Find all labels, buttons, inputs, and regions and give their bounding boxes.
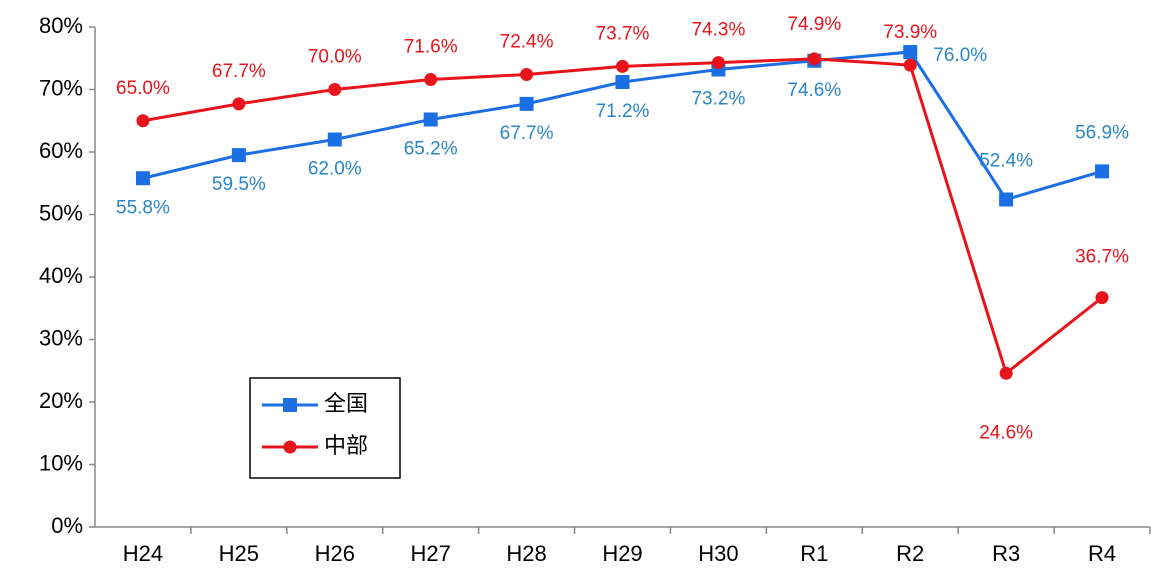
data-label: 71.2%	[596, 101, 650, 122]
x-tick-label: H25	[219, 541, 259, 566]
data-label: 65.2%	[404, 139, 458, 160]
y-tick-label: 50%	[39, 200, 83, 225]
y-tick-label: 60%	[39, 138, 83, 163]
marker	[807, 52, 821, 66]
marker	[1095, 291, 1109, 305]
marker	[135, 171, 150, 186]
data-label: 70.0%	[308, 47, 362, 68]
legend-marker	[283, 398, 297, 412]
data-label: 73.9%	[883, 22, 937, 43]
x-tick-label: H29	[602, 541, 642, 566]
marker	[328, 83, 342, 96]
x-tick-label: R2	[896, 541, 924, 566]
data-label: 52.4%	[979, 151, 1033, 172]
y-tick-label: 30%	[39, 325, 83, 350]
x-tick-label: H24	[123, 541, 163, 566]
marker	[520, 68, 534, 81]
data-label: 76.0%	[933, 45, 987, 66]
data-label: 71.6%	[404, 37, 458, 58]
marker	[616, 59, 629, 73]
marker	[231, 148, 246, 163]
x-tick-label: R1	[800, 541, 828, 566]
y-tick-label: 10%	[39, 450, 83, 475]
data-label: 67.7%	[500, 123, 554, 144]
y-tick-label: 20%	[39, 388, 83, 413]
x-tick-label: H27	[411, 541, 451, 566]
series-line	[142, 50, 1103, 202]
y-tick-label: 0%	[51, 513, 83, 538]
data-label: 74.3%	[691, 20, 745, 41]
marker	[903, 45, 918, 59]
x-tick-label: R4	[1088, 541, 1116, 566]
data-label: 67.7%	[212, 61, 266, 82]
y-tick-label: 40%	[39, 263, 83, 288]
marker	[232, 97, 246, 111]
x-tick-label: H30	[698, 541, 738, 566]
marker	[1095, 164, 1110, 179]
marker	[423, 112, 438, 127]
data-label: 72.4%	[500, 32, 554, 53]
data-label: 62.0%	[308, 159, 362, 180]
x-tick-label: R3	[992, 541, 1020, 566]
data-label: 74.6%	[787, 80, 841, 101]
marker	[711, 56, 725, 70]
data-label: 59.5%	[212, 174, 266, 195]
marker	[999, 192, 1014, 207]
marker	[424, 73, 438, 86]
y-tick-label: 70%	[39, 75, 83, 100]
data-label: 36.7%	[1075, 247, 1129, 268]
marker	[903, 58, 917, 72]
legend-box	[249, 377, 401, 479]
data-label: 56.9%	[1075, 122, 1129, 143]
marker	[615, 75, 630, 89]
x-tick-label: H28	[506, 541, 546, 566]
data-label: 65.0%	[116, 78, 170, 99]
legend-label: 中部	[324, 433, 368, 458]
data-label: 24.6%	[979, 422, 1033, 443]
data-label: 74.9%	[787, 14, 841, 35]
y-tick-label: 80%	[39, 13, 83, 38]
data-label: 73.2%	[691, 89, 745, 110]
marker	[136, 114, 150, 128]
marker	[999, 366, 1013, 380]
marker	[519, 96, 534, 111]
legend-marker	[283, 440, 297, 454]
data-label: 73.7%	[596, 23, 650, 44]
marker	[327, 132, 342, 147]
legend-label: 全国	[324, 391, 368, 416]
data-label: 55.8%	[116, 197, 170, 218]
x-tick-label: H26	[315, 541, 355, 566]
